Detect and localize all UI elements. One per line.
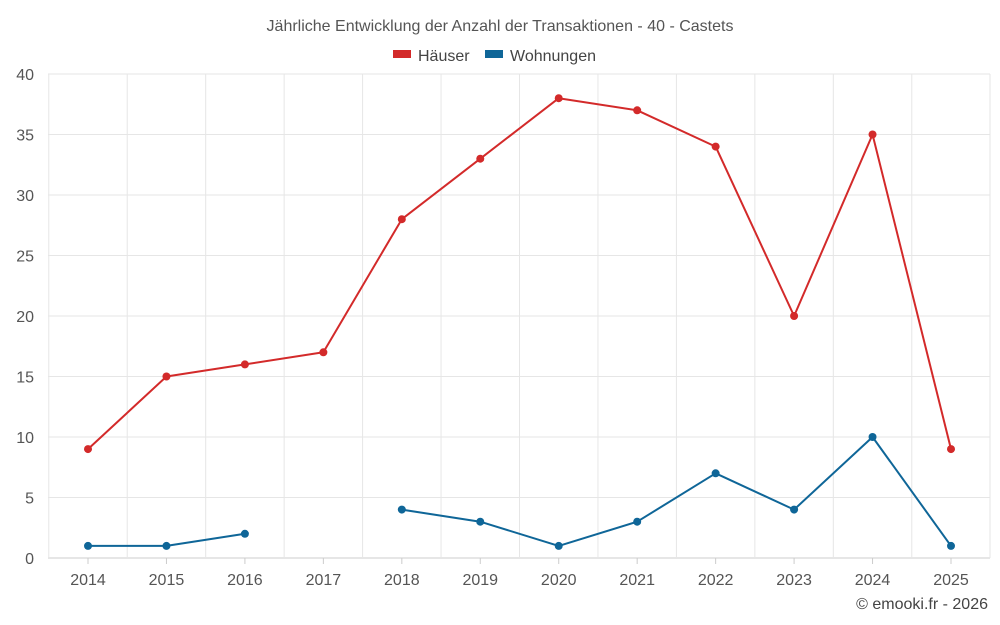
grid	[48, 73, 991, 559]
data-point-0-2025[interactable]	[947, 445, 955, 454]
data-point-0-2015[interactable]	[162, 372, 171, 381]
data-point-0-2017[interactable]	[319, 348, 328, 357]
data-point-1-2019[interactable]	[476, 517, 485, 526]
y-tick-label: 20	[16, 309, 34, 326]
data-point-1-2020[interactable]	[554, 541, 563, 550]
y-tick-label: 5	[25, 491, 34, 508]
y-axis: 0 5 10 15 20 25 30 35 40	[16, 67, 34, 568]
footer-credit: © emooki.fr - 2026	[856, 596, 988, 613]
data-point-0-2014[interactable]	[84, 445, 92, 454]
legend-swatch-wohnungen	[485, 50, 503, 58]
legend-label-haeuser: Häuser	[418, 48, 470, 65]
legend-swatch-haeuser	[393, 50, 411, 58]
legend-item-wohnungen[interactable]: Wohnungen	[485, 48, 596, 65]
y-tick-label: 0	[25, 551, 34, 568]
y-tick-label: 15	[16, 370, 34, 387]
x-tick-label-2019: 2019	[462, 572, 498, 589]
series-line-1	[401, 436, 952, 547]
legend-label-wohnungen: Wohnungen	[510, 48, 596, 65]
x-tick-label-2016: 2016	[227, 572, 263, 589]
y-tick-label: 35	[16, 128, 34, 145]
x-tick-label-2023: 2023	[776, 572, 812, 589]
y-tick-label: 30	[16, 188, 34, 205]
legend: Häuser Wohnungen	[393, 48, 596, 65]
data-point-0-2016[interactable]	[240, 360, 249, 369]
x-axis: 2014 2015 2016 2017 2018 2019 2020 2021 2022 2023…	[70, 558, 969, 589]
data-point-0-2018[interactable]	[397, 215, 406, 224]
data-point-1-2025[interactable]	[947, 541, 955, 550]
data-point-1-2018[interactable]	[397, 505, 406, 514]
x-tick-label-2017: 2017	[306, 572, 342, 589]
data-point-1-2014[interactable]	[84, 541, 92, 550]
x-tick-label-2014: 2014	[70, 572, 106, 589]
legend-item-haeuser[interactable]: Häuser	[393, 48, 470, 65]
data-point-0-2020[interactable]	[554, 94, 563, 103]
data-point-0-2021[interactable]	[633, 106, 642, 115]
x-tick-label-2021: 2021	[619, 572, 655, 589]
data-point-1-2023[interactable]	[790, 505, 799, 514]
data-point-1-2016[interactable]	[240, 529, 249, 538]
data-point-0-2019[interactable]	[476, 154, 485, 163]
y-tick-label: 25	[16, 249, 34, 266]
data-point-1-2022[interactable]	[711, 469, 720, 478]
series-0	[84, 94, 955, 454]
data-point-0-2024[interactable]	[868, 130, 877, 139]
data-point-1-2021[interactable]	[633, 517, 642, 526]
data-point-0-2022[interactable]	[711, 142, 720, 151]
x-tick-label-2025: 2025	[933, 572, 969, 589]
x-tick-label-2022: 2022	[698, 572, 734, 589]
data-point-1-2024[interactable]	[868, 433, 877, 441]
x-tick-label-2024: 2024	[855, 572, 891, 589]
series-line-0	[87, 97, 952, 450]
plot-area	[84, 94, 955, 550]
y-tick-label: 10	[16, 430, 34, 447]
y-tick-label: 40	[16, 67, 34, 84]
data-point-0-2023[interactable]	[790, 312, 799, 320]
series-1	[84, 433, 955, 550]
chart-title: Jährliche Entwicklung der Anzahl der Tra…	[267, 18, 734, 35]
x-tick-label-2018: 2018	[384, 572, 420, 589]
data-point-1-2015[interactable]	[162, 541, 171, 550]
x-tick-label-2015: 2015	[149, 572, 185, 589]
x-tick-label-2020: 2020	[541, 572, 577, 589]
